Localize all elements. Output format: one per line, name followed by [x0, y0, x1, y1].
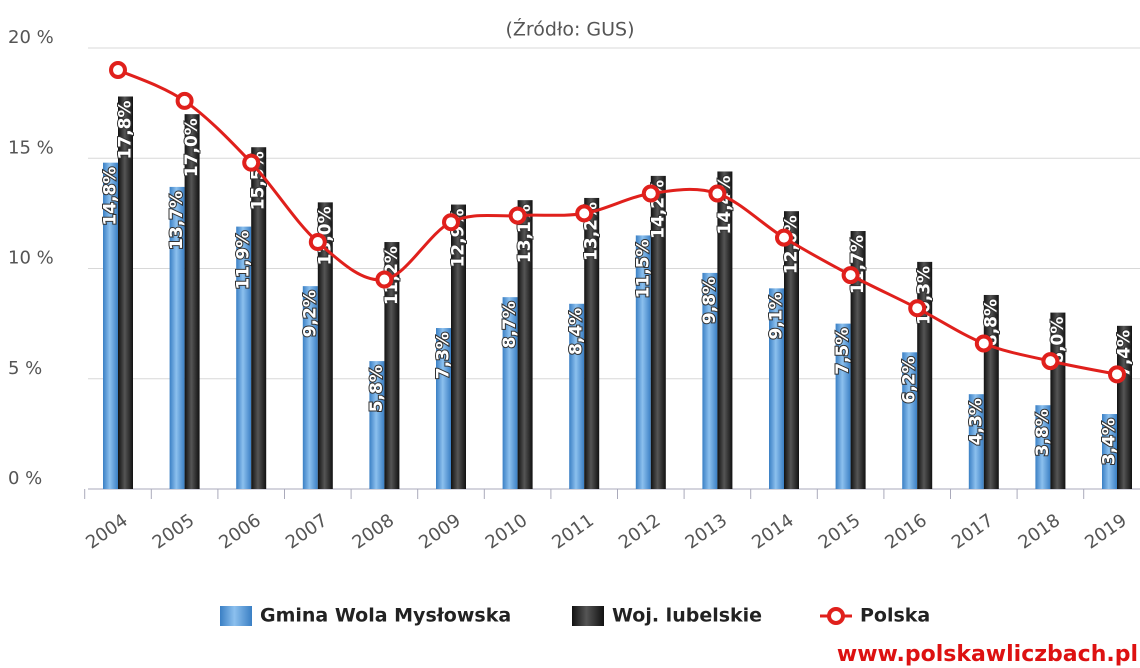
value-label: 3,8%: [1033, 409, 1053, 456]
bar: [850, 231, 866, 489]
line-marker: [442, 213, 460, 232]
bar: [369, 361, 385, 489]
line-marker: [641, 184, 660, 203]
bar: [584, 197, 600, 489]
y-tick-label: 0 %: [8, 468, 42, 489]
line-marker: [109, 61, 127, 80]
bar: [717, 171, 733, 490]
line-marker: [908, 299, 927, 318]
bar: [184, 114, 200, 490]
x-tick-label: 2016: [881, 510, 931, 553]
bar: [968, 394, 984, 489]
value-label: 5,8%: [367, 365, 387, 412]
line-marker: [708, 184, 727, 203]
value-label: 9,8%: [700, 277, 720, 324]
value-label: 11,9%: [234, 231, 254, 290]
source: www.polskawliczbach.pl: [837, 642, 1138, 667]
line-marker: [242, 153, 261, 172]
value-label: 7,5%: [833, 328, 853, 375]
value-label: 9,2%: [300, 290, 320, 337]
x-tick-label: 2017: [948, 510, 998, 553]
bar: [784, 211, 799, 490]
value-label: 6,2%: [900, 356, 920, 403]
legend-swatch: [572, 606, 604, 626]
value-label: 17,8%: [116, 101, 136, 160]
value-label: 17,0%: [182, 118, 202, 177]
legend-swatch: [220, 606, 252, 626]
bar: [835, 323, 851, 489]
legend-label: Woj. lubelskie: [612, 605, 762, 627]
chart-subtitle: (Źródło: GUS): [505, 18, 634, 41]
line-marker: [508, 206, 527, 225]
value-label: 11,7%: [848, 235, 868, 294]
line-marker: [575, 204, 594, 223]
bar: [1102, 414, 1117, 489]
bar: [917, 261, 933, 489]
line: [117, 68, 1118, 376]
bar: [702, 272, 718, 489]
y-tick-label: 20 %: [8, 27, 54, 48]
x-tick-label: 2014: [748, 510, 798, 553]
x-tick-label: 2005: [149, 510, 199, 553]
line-marker: [841, 266, 860, 285]
x-tick-label: 2006: [215, 510, 265, 553]
legend-swatch: [827, 607, 845, 625]
x-tick-label: 2015: [815, 510, 865, 553]
y-tick-label: 15 %: [8, 137, 54, 158]
legend-label: Polska: [860, 605, 930, 627]
x-tick-label: 2018: [1015, 510, 1065, 553]
line-marker: [974, 334, 993, 353]
bar: [236, 226, 252, 490]
line-marker: [1108, 365, 1126, 384]
bar: [902, 352, 918, 489]
value-label: 4,3%: [966, 398, 986, 445]
x-tick-label: 2007: [282, 510, 332, 553]
x-tick-label: 2019: [1081, 510, 1131, 553]
x-tick-label: 2009: [415, 510, 465, 553]
bar: [436, 328, 451, 489]
x-tick-label: 2004: [82, 510, 132, 553]
value-label: 8,7%: [500, 301, 520, 348]
bar: [1035, 405, 1051, 489]
value-label: 11,5%: [633, 239, 653, 298]
bar: [302, 286, 318, 489]
bar: [118, 96, 133, 489]
line-marker: [775, 228, 793, 247]
line-marker: [175, 91, 194, 110]
y-tick-label: 10 %: [8, 248, 54, 269]
x-tick-label: 2013: [682, 510, 732, 553]
legend-label: Gmina Wola Mysłowska: [260, 605, 511, 627]
bar: [569, 303, 585, 489]
x-tick-label: 2012: [615, 510, 665, 553]
bar: [769, 288, 784, 489]
value-label: 14,4%: [715, 175, 735, 234]
bar: [502, 297, 518, 489]
bar: [635, 235, 651, 489]
value-label: 14,8%: [101, 167, 121, 226]
value-label: 9,1%: [767, 292, 787, 339]
x-tick-label: 2011: [548, 510, 598, 553]
x-tick-label: 2008: [349, 510, 399, 553]
bar: [169, 186, 185, 490]
y-tick-label: 5 %: [8, 358, 42, 379]
line-marker: [1041, 352, 1060, 371]
value-label: 7,3%: [434, 332, 454, 379]
x-tick-label: 2010: [482, 510, 532, 553]
value-label: 3,4%: [1100, 418, 1120, 465]
bar: [650, 175, 666, 489]
value-label: 13,7%: [167, 191, 187, 250]
bar: [251, 147, 267, 489]
value-label: 8,4%: [567, 308, 587, 355]
line-marker: [375, 270, 394, 289]
bar: [517, 200, 533, 489]
bar: [384, 242, 400, 489]
bar: [451, 204, 466, 489]
line-marker: [308, 233, 327, 252]
bar: [317, 202, 333, 489]
bar: [103, 162, 118, 489]
